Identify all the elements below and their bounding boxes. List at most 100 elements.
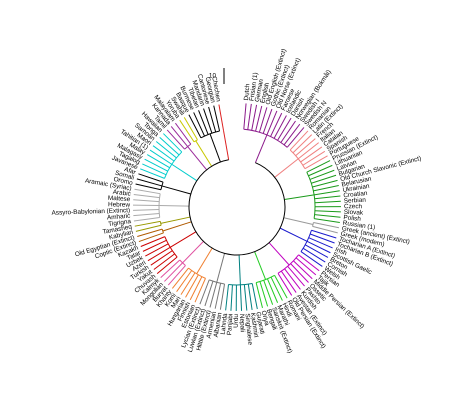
clade-branch	[254, 134, 268, 163]
leaf-label: Amharic	[107, 213, 132, 222]
leaf-branch	[188, 114, 202, 139]
leaf-label: Arabic	[112, 189, 132, 198]
leaf-branch	[189, 276, 203, 301]
leaf-branch	[183, 117, 198, 141]
leaf-branch	[255, 105, 263, 132]
leaf-label: Serbian	[344, 197, 367, 205]
leaf-branch	[162, 133, 183, 153]
leaf-branch	[297, 142, 320, 160]
leaf-branch	[185, 274, 199, 298]
clade-branch	[279, 227, 308, 242]
leaf-branch	[150, 250, 173, 266]
leaf-branch	[306, 240, 331, 254]
leaf-label: Gujarati	[254, 311, 265, 334]
clade-branch	[284, 194, 315, 200]
leaf-label: Ukrainian	[342, 183, 370, 194]
leaf-label: Lahnda	[220, 313, 229, 335]
clade-branch	[216, 253, 226, 283]
leaf-branch	[140, 168, 165, 179]
scale-label: 10	[209, 73, 217, 80]
leaf-branch	[160, 259, 181, 279]
leaf-branch	[152, 145, 175, 162]
leaf-branch	[247, 284, 253, 310]
leaf-branch	[164, 262, 183, 282]
leaf-branch	[133, 213, 160, 217]
clade-branch	[196, 247, 213, 275]
leaf-branch	[295, 138, 316, 157]
leaf-branch	[266, 110, 278, 136]
leaf-branch	[134, 220, 161, 227]
leaf-branch	[134, 188, 161, 195]
leaf-branch	[147, 246, 171, 262]
leaf-branch	[214, 283, 222, 309]
leaf-label: Dutch	[243, 83, 251, 101]
leaf-branch	[138, 173, 164, 183]
leaf-branch	[239, 284, 243, 311]
leaf-branch	[314, 200, 341, 204]
leaf-branch	[133, 209, 160, 211]
leaf-branch	[137, 228, 163, 237]
clade-branch	[169, 231, 197, 248]
leaf-branch	[287, 265, 305, 287]
leaf-branch	[208, 106, 217, 133]
leaf-label: Oromo	[113, 176, 134, 187]
leaf-branch	[166, 129, 186, 150]
leaf-branch	[302, 247, 326, 263]
leaf-branch	[135, 224, 162, 232]
leaf-branch	[289, 130, 309, 151]
leaf-branch	[308, 237, 333, 249]
leaf-branch	[304, 155, 328, 170]
leaf-branch	[311, 174, 337, 184]
leaf-branch	[204, 281, 214, 307]
leaf-branch	[251, 104, 258, 131]
leaf-branch	[312, 225, 338, 234]
leaf-branch	[198, 110, 209, 135]
clade-branch	[209, 133, 221, 163]
leaf-branch	[284, 268, 301, 290]
leaf-branch	[171, 267, 189, 289]
leaf-label: German	[254, 78, 265, 102]
leaf-branch	[313, 222, 340, 229]
leaf-label: Maltese	[108, 195, 131, 204]
leaf-branch	[277, 117, 292, 141]
leaf-branch	[270, 276, 283, 301]
clade-branch	[222, 130, 230, 160]
clade-branch	[238, 254, 241, 285]
leaf-branch	[280, 120, 296, 143]
leaf-branch	[135, 183, 162, 191]
clade-branch	[283, 217, 314, 225]
leaf-branch	[258, 107, 268, 133]
clade-arc	[193, 139, 198, 143]
leaf-branch	[243, 284, 248, 311]
leaf-branch	[262, 108, 273, 134]
leaf-branch	[179, 119, 195, 143]
leaf-branch	[273, 115, 287, 139]
clade-branch	[274, 158, 299, 178]
leaf-branch	[283, 123, 301, 146]
leaf-label: Russian (1)	[342, 220, 375, 232]
leaf-branch	[295, 257, 317, 276]
leaf-branch	[259, 281, 269, 307]
clade-branch	[159, 205, 190, 207]
clade-branch	[182, 241, 204, 264]
clade-branch	[187, 146, 208, 171]
leaf-branch	[136, 178, 163, 187]
leaf-branch	[149, 149, 173, 165]
leaf-branch	[274, 275, 288, 299]
leaf-label: Tigrigna	[108, 218, 132, 228]
leaf-branch	[167, 265, 186, 286]
leaf-label: Irish	[334, 246, 348, 257]
leaf-branch	[219, 283, 226, 310]
clade-arc	[159, 221, 162, 226]
leaf-branch	[146, 154, 170, 169]
leaf-branch	[170, 126, 189, 147]
leaf-label: Chechen	[210, 76, 221, 103]
leaf-branch	[199, 279, 210, 305]
leaf-label: Slovak	[344, 209, 364, 217]
leaf-branch	[230, 284, 233, 311]
leaf-branch	[203, 108, 213, 134]
leaf-label: Panjabi	[226, 314, 234, 336]
leaf-branch	[314, 195, 341, 200]
leaf-label: Nepali	[238, 314, 246, 332]
